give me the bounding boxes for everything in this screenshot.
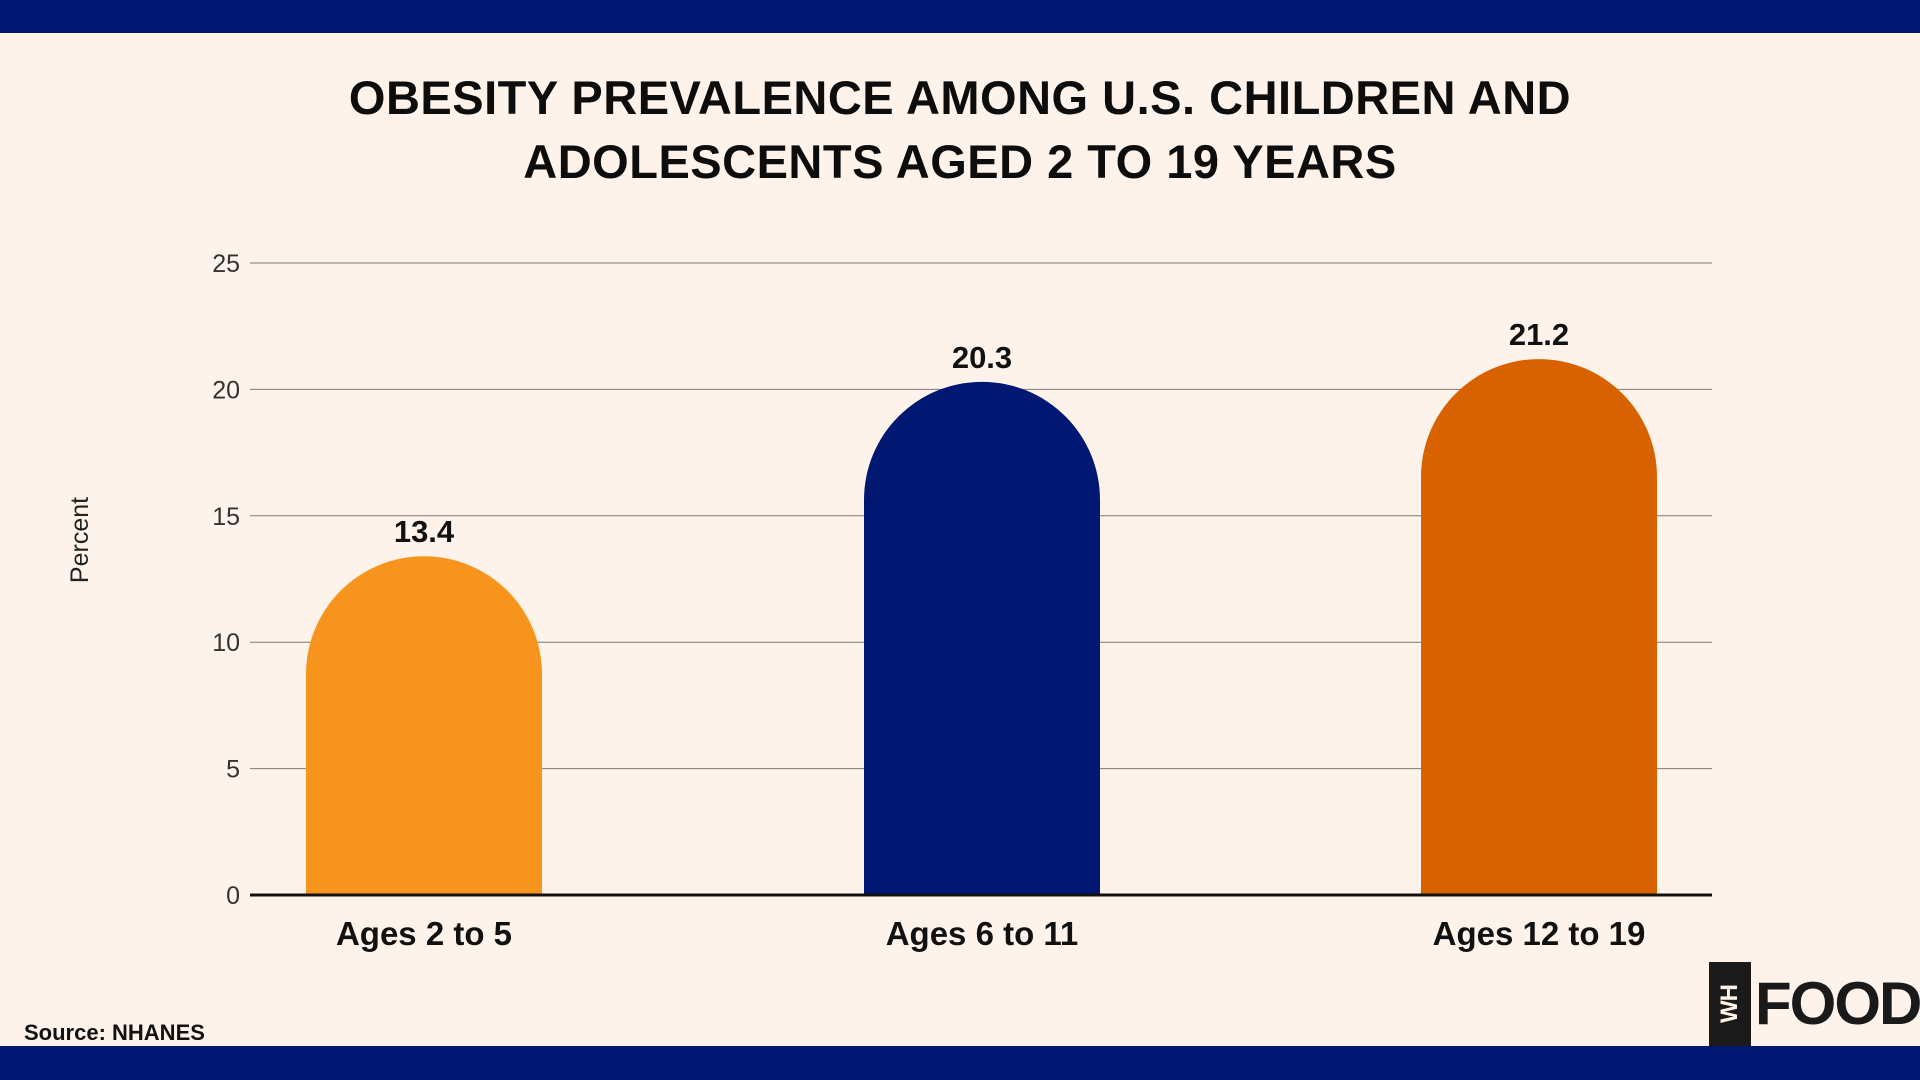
x-category-label-2: Ages 6 to 11 (886, 915, 1079, 952)
x-category-label-3: Ages 12 to 19 (1433, 915, 1646, 952)
bar-2 (864, 381, 1100, 895)
logo-box: WH (1709, 962, 1751, 1046)
whfoods-logo: WH FOODS (1709, 962, 1920, 1046)
chart-title: OBESITY PREVALENCE AMONG U.S. CHILDREN A… (160, 66, 1760, 194)
y-tick-label-20: 20 (212, 376, 240, 404)
y-tick-label-5: 5 (226, 756, 240, 784)
y-tick-label-15: 15 (212, 503, 240, 531)
bar-value-label-1: 13.4 (394, 514, 455, 549)
y-tick-label-25: 25 (212, 250, 240, 278)
source-note: Source: NHANES (24, 1020, 205, 1045)
bar-value-label-3: 21.2 (1509, 317, 1569, 352)
chart-title-line-1: OBESITY PREVALENCE AMONG U.S. CHILDREN A… (348, 71, 1572, 124)
top-band (0, 0, 1920, 33)
bar-value-label-2: 20.3 (952, 340, 1012, 375)
y-tick-label-0: 0 (226, 882, 240, 910)
bar-3 (1421, 359, 1657, 895)
bar-1 (306, 556, 542, 895)
bottom-band (0, 1046, 1920, 1080)
logo-word: FOODS (1755, 970, 1920, 1037)
logo-box-text: WH (1715, 985, 1743, 1023)
chart-title-line-2: ADOLESCENTS AGED 2 TO 19 YEARS (523, 135, 1397, 188)
y-axis-label: Percent (66, 497, 94, 583)
y-tick-label-10: 10 (212, 629, 240, 657)
x-category-label-1: Ages 2 to 5 (336, 915, 512, 952)
